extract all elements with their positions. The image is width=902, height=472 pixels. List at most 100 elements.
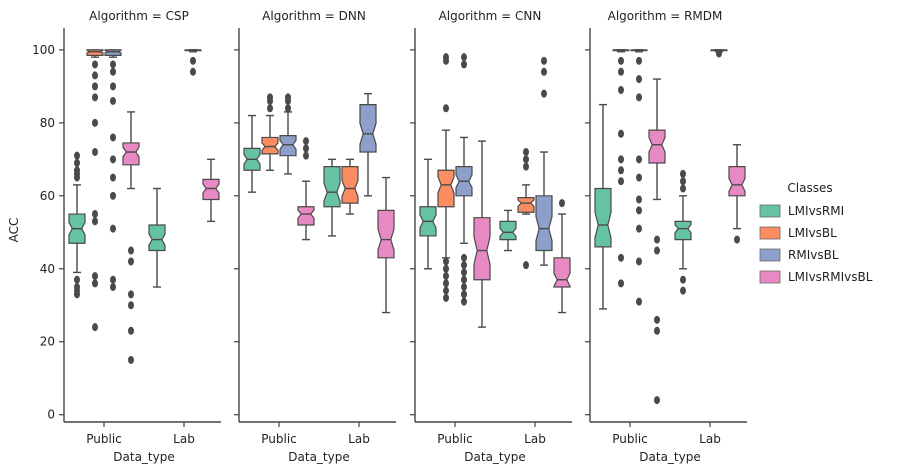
- panel-title: Algorithm = DNN: [262, 9, 366, 23]
- outlier-point: [128, 257, 134, 266]
- box-body: [674, 220, 692, 241]
- box-body: [261, 136, 279, 155]
- box-lab-lmivsrmi: [674, 169, 692, 295]
- panel-2: Algorithm = DNN Public Lab Data_type: [234, 9, 396, 464]
- legend-swatch: [759, 248, 781, 262]
- outlier-point: [636, 155, 642, 164]
- legend-entry-lmivsrmivsbl: LMIvsRMIvsBL: [759, 270, 873, 284]
- box-body: [728, 166, 746, 197]
- box-body: [122, 142, 140, 166]
- x-tick-label: Lab: [173, 432, 195, 446]
- box-lab-lmivsrmi: [323, 158, 341, 237]
- legend-entry-lmivsbl: LMIvsBL: [759, 226, 837, 240]
- box-public-rmivsbl: [630, 49, 648, 306]
- box-body: [323, 166, 341, 208]
- box-public-rmivsbl: [104, 49, 122, 292]
- outlier-point: [92, 71, 98, 80]
- outlier-point: [680, 184, 686, 193]
- box-body: [148, 224, 166, 252]
- y-axis-label: ACC: [7, 218, 21, 243]
- outlier-point: [680, 275, 686, 284]
- x-axis-label: Data_type: [113, 450, 174, 464]
- outlier-point: [636, 224, 642, 233]
- outlier-point: [443, 56, 449, 65]
- outlier-point: [74, 158, 80, 167]
- outlier-point: [110, 173, 116, 182]
- x-axis-label: Data_type: [639, 450, 700, 464]
- outlier-point: [618, 279, 624, 288]
- outlier-point: [654, 235, 660, 244]
- outlier-point: [654, 326, 660, 335]
- outlier-point: [92, 272, 98, 281]
- box-public-lmivsbl: [261, 93, 279, 171]
- legend-swatch: [759, 270, 781, 284]
- box-lab-rmivsbl: [359, 92, 377, 197]
- outlier-point: [110, 133, 116, 142]
- legend-swatch: [759, 226, 781, 240]
- outlier-point: [443, 286, 449, 295]
- outlier-point: [716, 49, 722, 58]
- outlier-point: [636, 173, 642, 182]
- outlier-point: [636, 93, 642, 102]
- panel-3: Algorithm = CNN Public Lab Data_type: [410, 9, 572, 464]
- outlier-point: [92, 93, 98, 102]
- outlier-point: [618, 166, 624, 175]
- outlier-point: [267, 104, 273, 113]
- panel-4: Algorithm = RMDM Public Lab Data_type: [585, 9, 747, 464]
- box-public-lmivsbl: [612, 49, 630, 288]
- outlier-point: [461, 53, 467, 62]
- box-body: [437, 169, 455, 208]
- panel-title: Algorithm = CNN: [439, 9, 542, 23]
- outlier-point: [654, 315, 660, 324]
- box-lab-lmivsrmivsbl: [202, 158, 220, 223]
- outlier-point: [523, 162, 529, 171]
- box-public-lmivsbl: [437, 53, 455, 302]
- outlier-point: [110, 67, 116, 76]
- x-tick-label: Lab: [348, 432, 370, 446]
- legend-label: RMIvsBL: [788, 248, 839, 262]
- box-lab-lmivsbl: [517, 148, 535, 270]
- box-body: [535, 195, 553, 252]
- outlier-point: [110, 82, 116, 91]
- outlier-point: [128, 301, 134, 310]
- y-tick-label: 20: [40, 335, 55, 349]
- x-tick-label: Public: [86, 432, 122, 446]
- box-body: [377, 209, 395, 259]
- outlier-point: [190, 56, 196, 65]
- y-tick-label: 80: [40, 116, 55, 130]
- outlier-point: [636, 206, 642, 215]
- box-body: [553, 257, 571, 288]
- outlier-point: [443, 257, 449, 266]
- box-body: [297, 206, 315, 226]
- outlier-point: [110, 224, 116, 233]
- x-tick-label: Lab: [524, 432, 546, 446]
- outlier-point: [303, 151, 309, 160]
- legend-label: LMIvsRMI: [788, 204, 844, 218]
- outlier-point: [128, 290, 134, 299]
- box-lab-lmivsrmi: [148, 187, 166, 288]
- y-tick-label: 60: [40, 189, 55, 203]
- box-public-lmivsrmi: [419, 158, 437, 270]
- x-tick-label: Public: [261, 432, 297, 446]
- box-public-lmivsrmi: [243, 114, 261, 193]
- box-public-rmivsbl: [455, 53, 473, 306]
- outlier-point: [443, 104, 449, 113]
- box-public-lmivsrmivsbl: [648, 78, 666, 405]
- box-lab-rmivsbl: [710, 49, 728, 58]
- outlier-point: [92, 217, 98, 226]
- box-public-lmivsrmi: [68, 151, 86, 299]
- outlier-point: [285, 96, 291, 105]
- outlier-point: [461, 290, 467, 299]
- box-body: [517, 197, 535, 213]
- outlier-point: [128, 246, 134, 255]
- legend-title: Classes: [787, 181, 832, 195]
- outlier-point: [636, 75, 642, 84]
- box-public-rmivsbl: [279, 93, 297, 175]
- outlier-point: [636, 297, 642, 306]
- box-body: [359, 104, 377, 153]
- legend: Classes LMIvsRMI LMIvsBL RMIvsBL LMIvsRMIvsB…: [759, 181, 873, 284]
- outlier-point: [618, 155, 624, 164]
- outlier-point: [303, 137, 309, 146]
- outlier-point: [618, 67, 624, 76]
